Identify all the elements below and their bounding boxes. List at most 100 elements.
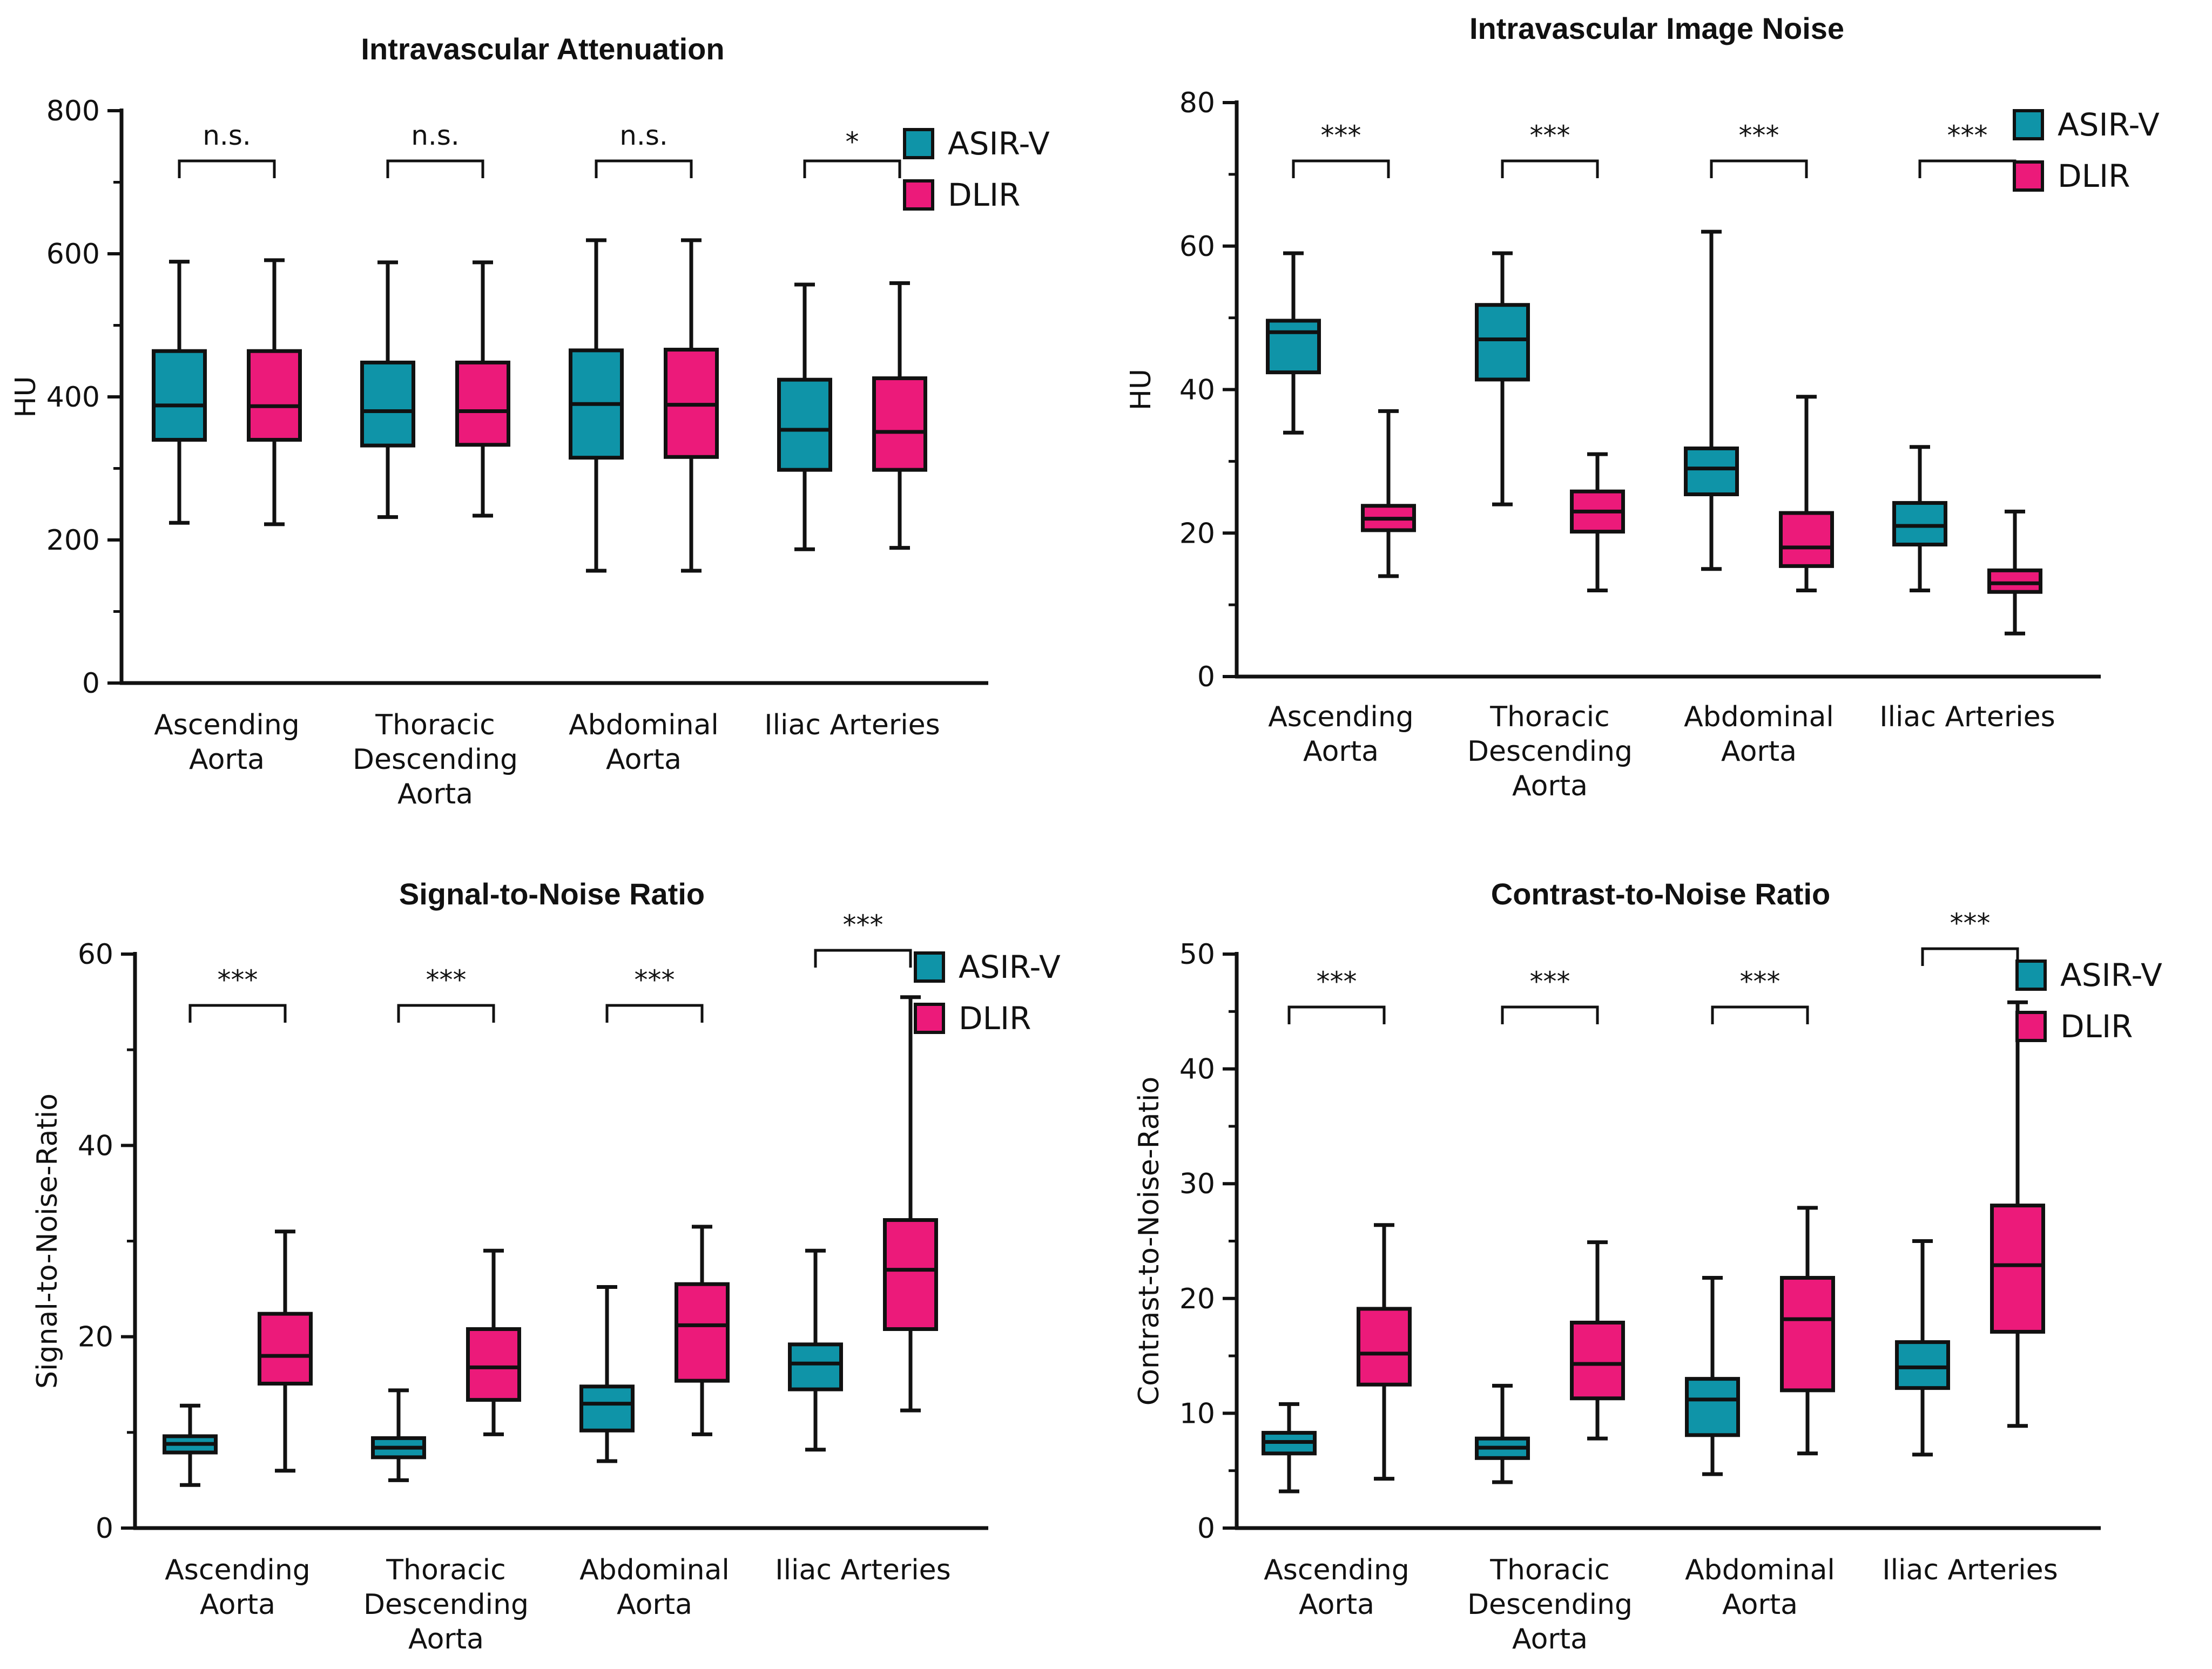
dlir-box-1 (1357, 1223, 1412, 1481)
x-category-label: Aorta (408, 1623, 484, 1656)
legend: ASIR-V DLIR (903, 125, 1050, 213)
bracket-line (1501, 1005, 1599, 1024)
bracket-line (178, 159, 276, 178)
asirv-box-4 (1895, 1239, 1950, 1457)
significance-bracket: n.s. (595, 120, 693, 178)
y-tick-label: 20 (1179, 517, 1215, 550)
y-tick-label: 800 (46, 95, 100, 127)
y-tick-label: 40 (1179, 374, 1215, 407)
x-category-label: Iliac Arteries (1882, 1554, 2058, 1586)
asirv-box-2 (371, 1388, 426, 1482)
dlir-box-2 (466, 1248, 521, 1436)
significance-label: *** (1739, 120, 1779, 151)
x-category-label: Thoracic (1489, 1554, 1609, 1586)
legend-label: DLIR (2058, 158, 2130, 194)
iqr-box (258, 1312, 313, 1386)
significance-label: *** (1530, 120, 1570, 151)
iqr-box (675, 1282, 730, 1383)
x-category-label: Aorta (1722, 1589, 1798, 1621)
y-tick-label: 10 (1179, 1397, 1215, 1430)
iqr-box (1570, 1320, 1625, 1401)
x-category-label: Thoracic (375, 709, 495, 741)
asirv-box-1 (152, 260, 207, 525)
iqr-box (883, 1218, 938, 1331)
iqr-box (1895, 1340, 1950, 1390)
iqr-box (152, 349, 207, 442)
significance-label: n.s. (619, 120, 668, 151)
x-category-label: Abdominal (579, 1554, 730, 1586)
dlir-box-1 (247, 258, 302, 526)
iqr-box (1684, 446, 1739, 496)
dlir-box-4 (1990, 1000, 2045, 1428)
x-category-label: Ascending (1264, 1554, 1410, 1586)
asirv-box-3 (1685, 1276, 1740, 1476)
dlir-box-4 (883, 995, 938, 1413)
asirv-box-3 (579, 1285, 635, 1463)
significance-label: *** (843, 909, 884, 941)
x-category-label: Aorta (397, 778, 473, 810)
asirv-box-2 (360, 260, 415, 519)
y-tick-label: 0 (82, 667, 100, 700)
significance-label: *** (1317, 966, 1357, 997)
significance-bracket: *** (188, 964, 287, 1023)
dlir-box-1 (258, 1229, 313, 1473)
significance-label: *** (1740, 966, 1781, 997)
asirv-box-4 (788, 1248, 843, 1452)
chart-title: Intravascular Image Noise (1469, 11, 1844, 45)
significance-bracket: *** (1287, 966, 1386, 1024)
x-category-label: Aorta (189, 744, 265, 776)
y-tick-label: 0 (96, 1512, 113, 1545)
legend-label: ASIR-V (959, 949, 1061, 985)
y-tick-label: 20 (1179, 1283, 1215, 1315)
y-tick-label: 400 (46, 381, 100, 414)
significance-bracket: n.s. (178, 120, 276, 178)
x-category-label: Aorta (617, 1589, 692, 1621)
iqr-box (1990, 1204, 2045, 1334)
x-category-label: Ascending (1268, 701, 1414, 733)
chart-panel-1: Intravascular Attenuation 0 200 400 600 800 HU… (10, 32, 1050, 810)
y-tick-label: 60 (1179, 231, 1215, 263)
bracket-line (803, 159, 901, 178)
legend-label: DLIR (959, 1000, 1031, 1037)
asirv-box-2 (1475, 251, 1530, 506)
significance-bracket: *** (1921, 908, 2019, 966)
y-tick-label: 30 (1179, 1168, 1215, 1200)
iqr-box (579, 1384, 635, 1432)
y-tick-label: 40 (78, 1130, 113, 1162)
iqr-box (1685, 1377, 1740, 1437)
legend-label: ASIR-V (948, 125, 1050, 162)
iqr-box (1475, 303, 1530, 382)
significance-bracket: *** (814, 909, 912, 968)
x-category-label: Aorta (1303, 735, 1379, 768)
chart-title: Contrast-to-Noise Ratio (1491, 877, 1830, 911)
y-tick-label: 0 (1197, 1512, 1215, 1545)
y-axis-title: Signal-to-Noise-Ratio (31, 1093, 64, 1389)
y-tick-label: 50 (1179, 938, 1215, 971)
dlir-box-2 (1570, 1240, 1625, 1441)
asirv-box-4 (1892, 445, 1947, 593)
legend-swatch-asirv (914, 951, 945, 983)
x-category-label: Abdominal (1684, 701, 1834, 733)
significance-bracket: *** (1292, 120, 1390, 178)
x-category-label: Aorta (1299, 1589, 1374, 1621)
bracket-line (1292, 159, 1390, 178)
asirv-box-1 (1262, 1402, 1317, 1494)
chart-panel-4: Contrast-to-Noise Ratio 0 10 20 30 40 50 Contra… (1133, 877, 2162, 1656)
x-category-label: Ascending (165, 1554, 311, 1586)
iqr-box (1779, 511, 1834, 568)
iqr-box (1987, 568, 2042, 594)
legend-swatch-dlir (2015, 1011, 2047, 1042)
significance-label: *** (1530, 966, 1570, 997)
y-tick-label: 20 (78, 1321, 113, 1354)
bracket-line (1711, 1005, 1809, 1024)
y-axis-title: HU (10, 376, 42, 417)
asirv-box-4 (777, 282, 832, 551)
iqr-box (466, 1327, 521, 1402)
chart-panel-2: Intravascular Image Noise 0 20 40 60 80 HU Asce… (1125, 11, 2160, 802)
significance-bracket: *** (1501, 120, 1599, 178)
significance-bracket: *** (1501, 966, 1599, 1024)
iqr-box (1266, 319, 1321, 375)
significance-label: *** (1950, 908, 1991, 939)
significance-label: n.s. (203, 120, 251, 151)
